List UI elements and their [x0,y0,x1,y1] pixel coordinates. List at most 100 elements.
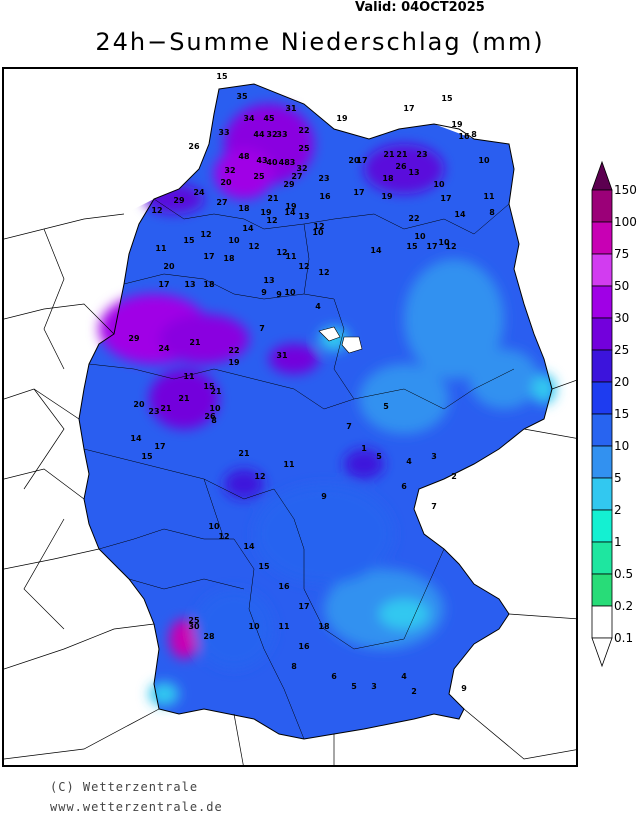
station-value: 10 [438,238,450,247]
germany-area [79,84,552,739]
station-value: 8 [471,130,477,139]
station-value: 13 [298,212,309,221]
station-value: 5 [351,682,357,691]
station-value: 17 [154,442,165,451]
station-value: 5 [376,452,382,461]
station-value: 26 [188,142,200,151]
legend-top-arrow [591,160,613,191]
station-value: 12 [248,242,259,251]
legend-level-label: 5 [614,471,622,485]
legend-swatch [591,317,613,351]
station-value: 24 [193,188,205,197]
station-value: 4 [315,302,321,311]
station-value: 4 [401,672,407,681]
station-value: 21 [189,338,201,347]
station-value: 25 [188,616,200,625]
legend-level-label: 100 [614,215,637,229]
station-value: 7 [259,324,265,333]
station-value: 31 [285,104,297,113]
legend-colorbar [591,160,613,668]
station-value: 9 [276,290,282,299]
station-value: 18 [203,280,215,289]
legend-swatch [591,381,613,415]
legend-swatch [591,349,613,383]
station-value: 10 [228,236,240,245]
station-value: 14 [454,210,466,219]
legend-swatch [591,605,613,639]
station-value: 22 [408,214,419,223]
station-value: 10 [433,180,445,189]
station-value: 15 [441,94,453,103]
station-value: 18 [223,254,235,263]
station-value: 14 [242,224,254,233]
legend-level-label: 30 [614,311,630,325]
station-value: 12 [276,248,287,257]
website-link[interactable]: www.wetterzentrale.de [50,800,223,814]
station-value: 9 [321,492,327,501]
legend-level-label: 20 [614,375,630,389]
station-value: 19 [381,192,393,201]
station-value: 17 [403,104,414,113]
station-value: 8 [489,208,495,217]
station-value: 18 [238,204,250,213]
station-value: 23 [148,407,159,416]
station-value: 21 [396,150,408,159]
station-value: 20 [133,400,145,409]
station-value: 12 [254,472,265,481]
station-value: 12 [298,262,309,271]
sea-area [304,69,576,144]
station-value: 3 [431,452,437,461]
dry-spot [341,336,363,354]
station-value: 1 [361,444,367,453]
station-value: 17 [298,602,309,611]
station-value: 16 [298,642,310,651]
station-value: 24 [158,344,170,353]
station-value: 8 [291,662,297,671]
copyright-text: (C) Wetterzentrale [50,780,199,794]
legend-level-label: 0.2 [614,599,634,613]
station-value: 12 [200,230,211,239]
station-value: 8 [211,416,217,425]
station-value: 10 [478,156,490,165]
station-value: 13 [184,280,195,289]
legend-swatch [591,509,613,543]
station-value: 17 [356,156,367,165]
station-value: 21 [238,449,250,458]
station-value: 7 [346,422,352,431]
station-value: 25 [253,172,265,181]
map-title: 24h−Summe Niederschlag (mm) [95,28,545,56]
station-value: 17 [440,194,451,203]
station-value: 3 [371,682,377,691]
station-value: 11 [483,192,495,201]
station-value: 25 [298,144,310,153]
station-value: 11 [183,372,195,381]
station-value: 21 [160,404,172,413]
station-value: 22 [228,346,239,355]
station-value: 18 [318,622,330,631]
station-value: 483 [279,158,296,167]
station-value: 27 [216,198,227,207]
station-value: 32 [266,130,277,139]
station-value: 2 [451,472,457,481]
station-value: 10 [248,622,260,631]
station-value: 32 [224,166,235,175]
station-value: 21 [383,150,395,159]
station-value: 11 [278,622,290,631]
legend-bottom-arrow [591,637,613,668]
station-value: 17 [158,280,169,289]
station-value: 14 [284,208,296,217]
station-value: 12 [218,532,229,541]
station-value: 14 [243,542,255,551]
station-value: 29 [128,334,140,343]
station-value: 33 [276,130,287,139]
station-value: 10 [209,404,221,413]
legend-level-label: 1 [614,535,622,549]
legend-level-label: 10 [614,439,630,453]
station-value: 16 [458,132,470,141]
station-value: 9 [461,684,467,693]
station-value: 21 [210,387,222,396]
neighbour-borders [4,213,576,765]
legend-level-label: 0.1 [614,631,634,645]
station-value: 16 [278,582,290,591]
